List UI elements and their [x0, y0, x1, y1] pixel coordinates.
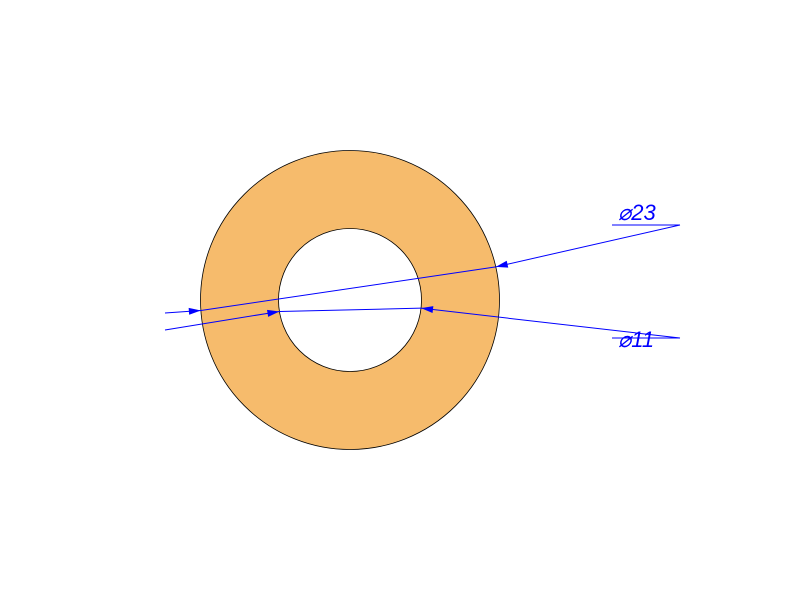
diagram-canvas: ⌀23 ⌀11: [0, 0, 800, 600]
dim-leader-right: [496, 225, 680, 267]
ring-profile: [201, 150, 500, 449]
dim-outer-label: ⌀23: [618, 200, 656, 225]
dim-arrowhead: [496, 261, 508, 268]
dim-inner-label: ⌀11: [618, 327, 654, 352]
dim-cross: [279, 308, 421, 311]
dim-arrowhead: [189, 308, 201, 315]
